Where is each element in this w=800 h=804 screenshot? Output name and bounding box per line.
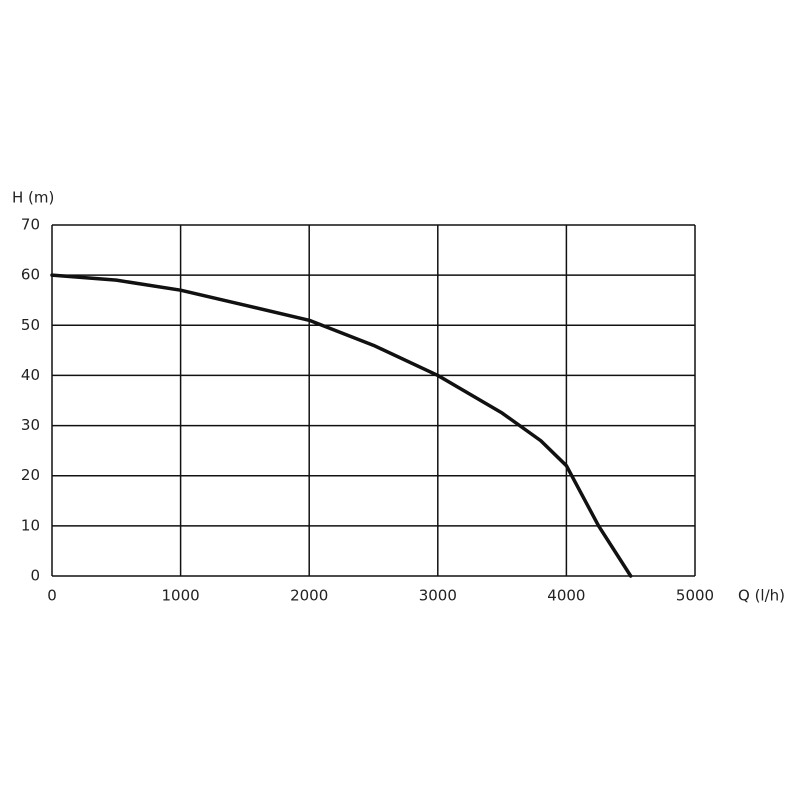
x-tick-label: 0 [47,587,57,605]
y-tick-label: 10 [21,516,40,534]
y-tick-label: 20 [21,466,40,484]
y-tick-label: 30 [21,416,40,434]
x-tick-label: 4000 [547,587,585,605]
y-tick-label: 0 [30,567,40,585]
x-tick-label: 2000 [290,587,328,605]
x-axis-label: Q (l/h) [738,587,785,605]
y-tick-label: 40 [21,366,40,384]
y-tick-label: 60 [21,266,40,284]
x-tick-label: 1000 [162,587,200,605]
y-tick-label: 70 [21,216,40,234]
curve [50,273,633,578]
y-tick-label: 50 [21,316,40,334]
y-axis-label: H (m) [12,189,54,207]
x-tick-label: 5000 [676,587,714,605]
x-tick-label: 3000 [419,587,457,605]
